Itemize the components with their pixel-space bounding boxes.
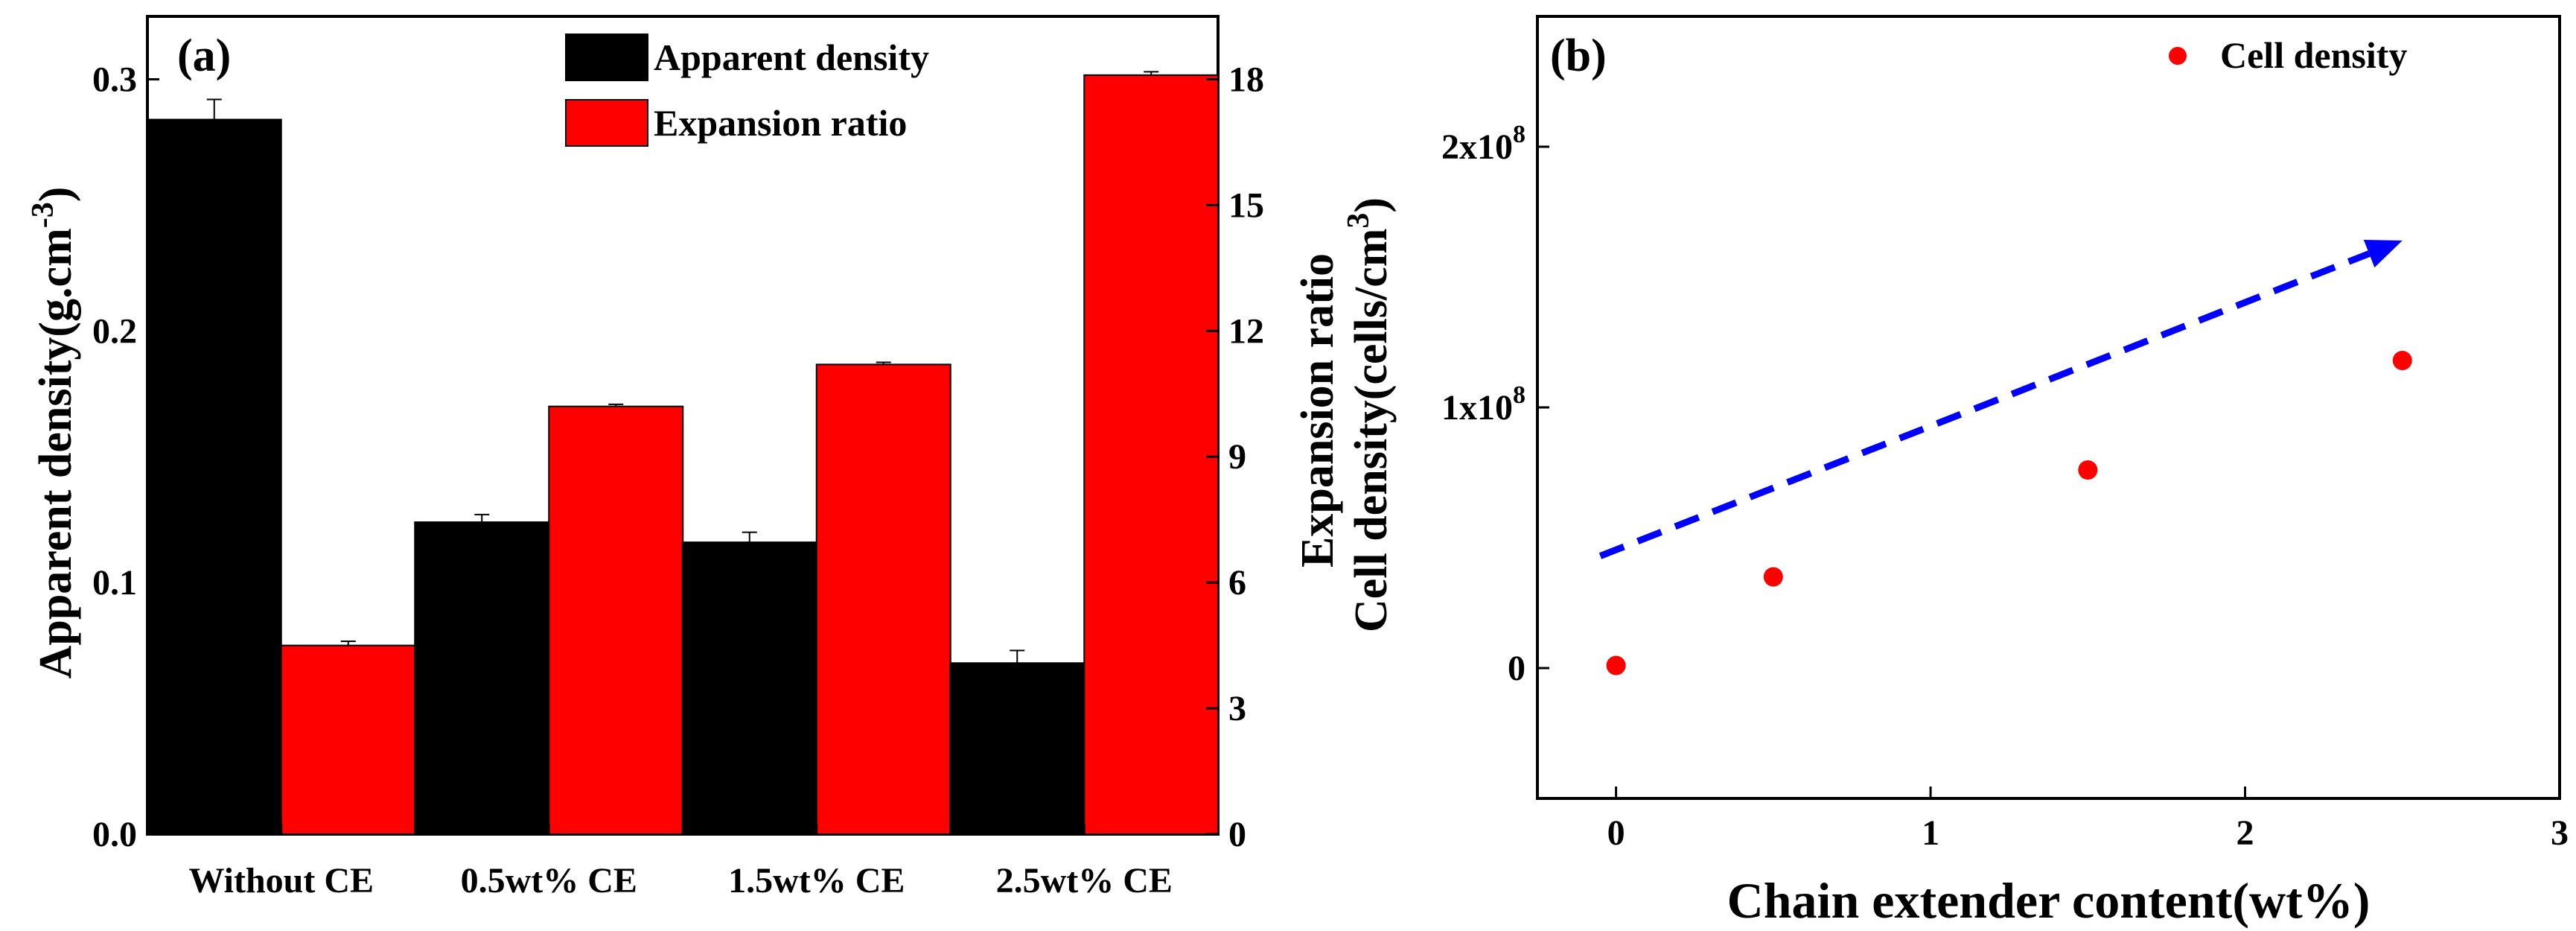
bar-apparent-density-2 <box>681 541 817 835</box>
legend-label-0: Apparent density <box>654 36 929 78</box>
x-tick-label-2: 2 <box>2237 813 2254 853</box>
x-tick-label-0: 0 <box>1607 813 1625 853</box>
panel-a-y-axis-label-superscript: -3 <box>26 202 60 228</box>
panel-a-y-axis-label-text: Apparent density(g.cm <box>31 228 81 679</box>
panel-b-y-axis-label-superscript: 3 <box>1342 213 1376 229</box>
panel-a-label: (a) <box>177 31 231 81</box>
y-left-tick-label-3: 0.3 <box>92 60 137 99</box>
trend-arrow-head <box>2363 239 2403 268</box>
x-tick-label-3: 3 <box>2551 813 2569 853</box>
y-right-tick-label-2: 6 <box>1228 563 1246 603</box>
bar-expansion-ratio-2 <box>815 363 951 836</box>
y-right-tick-label-0: 0 <box>1228 815 1246 854</box>
legend-label: Cell density <box>2220 34 2407 76</box>
x-tick-label-1: 0.5wt% CE <box>461 861 637 900</box>
panel-a: (a) Without CE 0.5wt% CE 1.5wt% CE 2.5wt% C… <box>26 15 1343 900</box>
panel-a-legend: Apparent density Expansion ratio <box>565 34 929 147</box>
y-right-tick-label-6: 18 <box>1228 60 1264 99</box>
bar-apparent-density-0 <box>146 118 282 836</box>
y-tick-label-base-1: 1x10 <box>1441 388 1513 428</box>
x-tick-label-3: 2.5wt% CE <box>996 861 1173 900</box>
y-tick-label-exponent-2: 8 <box>1513 121 1525 148</box>
bar-expansion-ratio-0 <box>280 644 416 835</box>
y-tick-label-2: 2x108 <box>1441 121 1525 167</box>
panel-b-y-axis-label: Cell density(cells/cm3) <box>1342 197 1397 632</box>
y-tick-label-0: 0 <box>1508 649 1525 688</box>
legend-swatch-0 <box>565 34 648 81</box>
panel-b-plot-frame <box>1536 15 2561 800</box>
bar-expansion-ratio-1 <box>548 405 684 835</box>
legend-marker <box>2169 47 2187 65</box>
y-right-tick-label-4: 12 <box>1228 311 1264 351</box>
y-left-tick-label-0: 0.0 <box>92 815 137 854</box>
scatter-point-2 <box>2078 460 2098 480</box>
panel-b-legend: Cell density <box>2169 34 2407 76</box>
panel-b-x-axis-label: Chain extender content(wt%) <box>1727 872 2371 929</box>
scatter-point-1 <box>1763 567 1783 587</box>
y-right-tick-label-5: 15 <box>1228 185 1264 225</box>
x-tick-label-2: 1.5wt% CE <box>728 861 905 900</box>
y-tick-label-exponent-1: 8 <box>1513 381 1525 409</box>
legend-swatch-1 <box>565 99 648 147</box>
bar-expansion-ratio-3 <box>1083 74 1220 836</box>
panel-a-right-axis-label: Expansion ratio <box>1292 253 1343 568</box>
panel-a-axes: Without CE 0.5wt% CE 1.5wt% CE 2.5wt% CE 0.0… <box>92 60 1264 900</box>
y-left-tick-label-1: 0.1 <box>92 563 137 603</box>
panel-a-marks <box>146 71 1220 836</box>
y-right-tick-label-1: 3 <box>1228 689 1246 728</box>
panel-b-marks <box>1598 239 2412 676</box>
bar-apparent-density-3 <box>949 662 1085 835</box>
trend-arrow-line <box>1598 250 2371 559</box>
legend-label-1: Expansion ratio <box>654 102 907 144</box>
y-tick-label-base-0: 0 <box>1508 649 1525 688</box>
x-tick-label-1: 1 <box>1922 813 1939 853</box>
scatter-point-3 <box>2392 351 2412 370</box>
x-tick-label-0: Without CE <box>188 861 374 900</box>
panel-a-y-axis-label: Apparent density(g.cm-3) <box>26 187 81 679</box>
y-tick-label-1: 1x108 <box>1441 381 1525 428</box>
panel-b-label: (b) <box>1550 31 1607 81</box>
y-left-tick-label-2: 0.2 <box>92 311 137 351</box>
panel-b-y-axis-label-close: ) <box>1346 197 1397 213</box>
y-right-tick-label-3: 9 <box>1228 437 1246 477</box>
panel-b-y-axis-label-text: Cell density(cells/cm <box>1346 229 1397 632</box>
scatter-point-0 <box>1606 655 1626 676</box>
panel-a-y-axis-label-close: ) <box>31 187 81 203</box>
bar-apparent-density-1 <box>414 521 550 835</box>
y-tick-label-base-2: 2x10 <box>1441 127 1513 167</box>
